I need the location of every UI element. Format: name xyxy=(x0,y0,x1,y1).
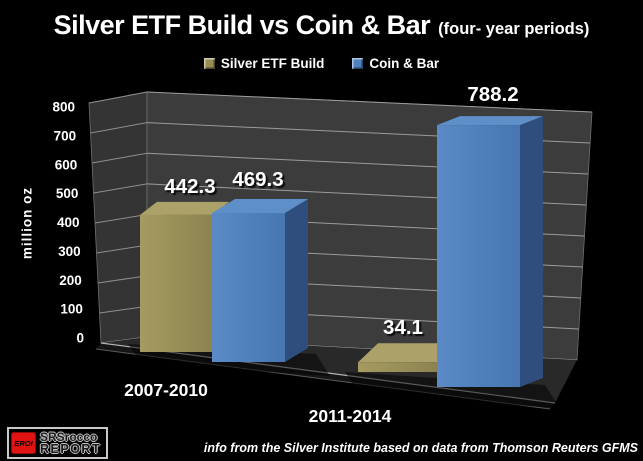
bar-coin-bar-2007-2010-side xyxy=(285,198,308,362)
y-tick-0: 0 xyxy=(76,331,84,346)
legend-swatch-coin-bar xyxy=(352,58,364,69)
eroi-badge-icon: EROI xyxy=(11,432,36,454)
logo-line2: REPORT xyxy=(40,441,102,456)
srsrocco-report-logo: EROI SRSrocco REPORT xyxy=(7,427,109,459)
legend-swatch-silver-etf-build xyxy=(203,58,215,69)
x-category-2011-2014: 2011-2014 xyxy=(309,406,392,426)
y-tick-300: 300 xyxy=(58,244,81,259)
gridline-side xyxy=(91,152,148,164)
bar-silver-etf-build-2007-2010-top xyxy=(140,201,229,215)
gridline-side xyxy=(88,91,148,104)
y-tick-700: 700 xyxy=(54,128,77,143)
data-label-788.2: 788.2 xyxy=(467,83,518,106)
y-axis-title: million oz xyxy=(19,186,35,260)
bar-silver-etf-build-2007-2010-front xyxy=(140,214,212,352)
bar-silver-etf-build-2011-2014-top xyxy=(358,343,457,363)
gridline-side xyxy=(94,214,148,224)
y-tick-800: 800 xyxy=(52,100,75,115)
chart-title: Silver ETF Build vs Coin & Bar (four- ye… xyxy=(0,10,643,41)
wall-left xyxy=(88,91,148,344)
y-tick-200: 200 xyxy=(59,273,82,288)
y-tick-100: 100 xyxy=(60,302,83,317)
logo-text: SRSrocco REPORT xyxy=(40,431,101,456)
legend-item-coin-bar: Coin & Bar xyxy=(352,56,439,71)
chart-title-main: Silver ETF Build vs Coin & Bar xyxy=(53,10,431,40)
y-tick-400: 400 xyxy=(57,215,80,230)
data-label-469.3: 469.3 xyxy=(232,168,283,191)
legend-label-silver-etf-build: Silver ETF Build xyxy=(220,56,325,71)
bar-coin-bar-2007-2010-front xyxy=(212,212,285,362)
bar-coin-bar-2011-2014-top xyxy=(437,116,543,126)
legend: Silver ETF Build Coin & Bar xyxy=(0,56,643,71)
data-label-442.3: 442.3 xyxy=(164,175,215,198)
data-label-34.1: 34.1 xyxy=(383,316,423,339)
y-tick-500: 500 xyxy=(56,186,79,201)
gridline-side xyxy=(99,305,148,314)
legend-item-silver-etf-build: Silver ETF Build xyxy=(203,56,325,71)
y-tick-600: 600 xyxy=(55,157,78,172)
x-category-2007-2010: 2007-2010 xyxy=(124,380,208,400)
gridline-side xyxy=(97,275,148,284)
bar-silver-etf-build-2011-2014-front xyxy=(358,362,437,372)
bar-shadow-2011-2014 xyxy=(345,372,560,408)
bar-coin-bar-2011-2014-front xyxy=(437,125,520,387)
logo-line1: SRSrocco xyxy=(40,429,98,444)
gridline-side xyxy=(93,183,148,194)
source-note: info from the Silver Institute based on … xyxy=(203,441,638,455)
bar-coin-bar-2011-2014-side xyxy=(520,116,543,387)
gridline-side xyxy=(96,244,148,254)
gridline-back xyxy=(146,91,593,113)
legend-label-coin-bar: Coin & Bar xyxy=(369,56,440,71)
bar-coin-bar-2007-2010-top xyxy=(212,198,308,213)
chart-title-suffix: (four- year periods) xyxy=(438,20,590,38)
gridline-side xyxy=(90,122,148,134)
